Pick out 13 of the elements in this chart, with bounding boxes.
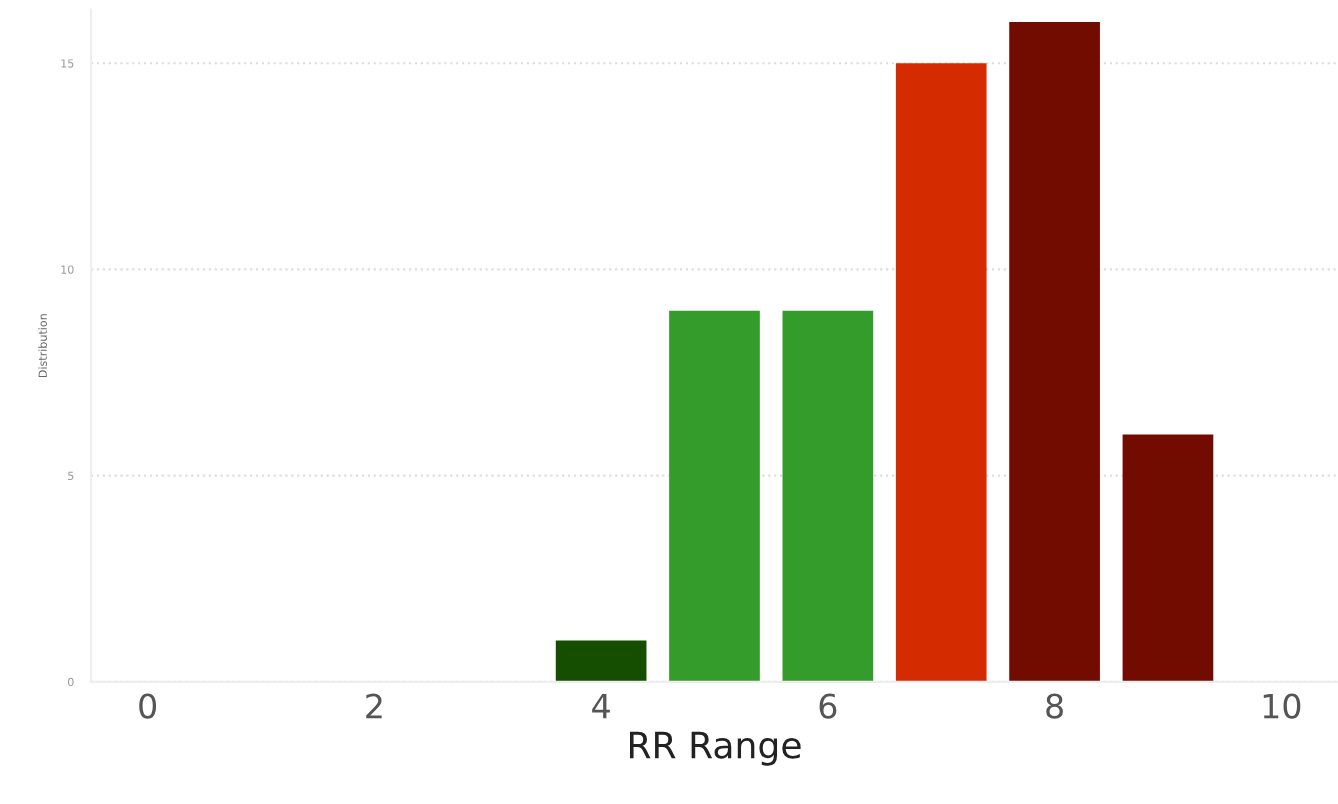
bar <box>1009 22 1100 682</box>
x-tick-label: 2 <box>366 693 382 719</box>
bar <box>1122 434 1214 682</box>
x-tick-label: 8 <box>1046 693 1063 719</box>
x-tick-label: 4 <box>592 693 610 719</box>
x-tick-label: 0 <box>139 693 157 719</box>
x-tick-label: 10 <box>1263 693 1301 719</box>
bar <box>895 63 987 682</box>
bar <box>555 640 647 682</box>
x-axis-title: RR Range <box>629 731 801 766</box>
x-tick-label: 6 <box>819 693 837 719</box>
bar <box>782 310 874 682</box>
bar <box>669 310 760 682</box>
